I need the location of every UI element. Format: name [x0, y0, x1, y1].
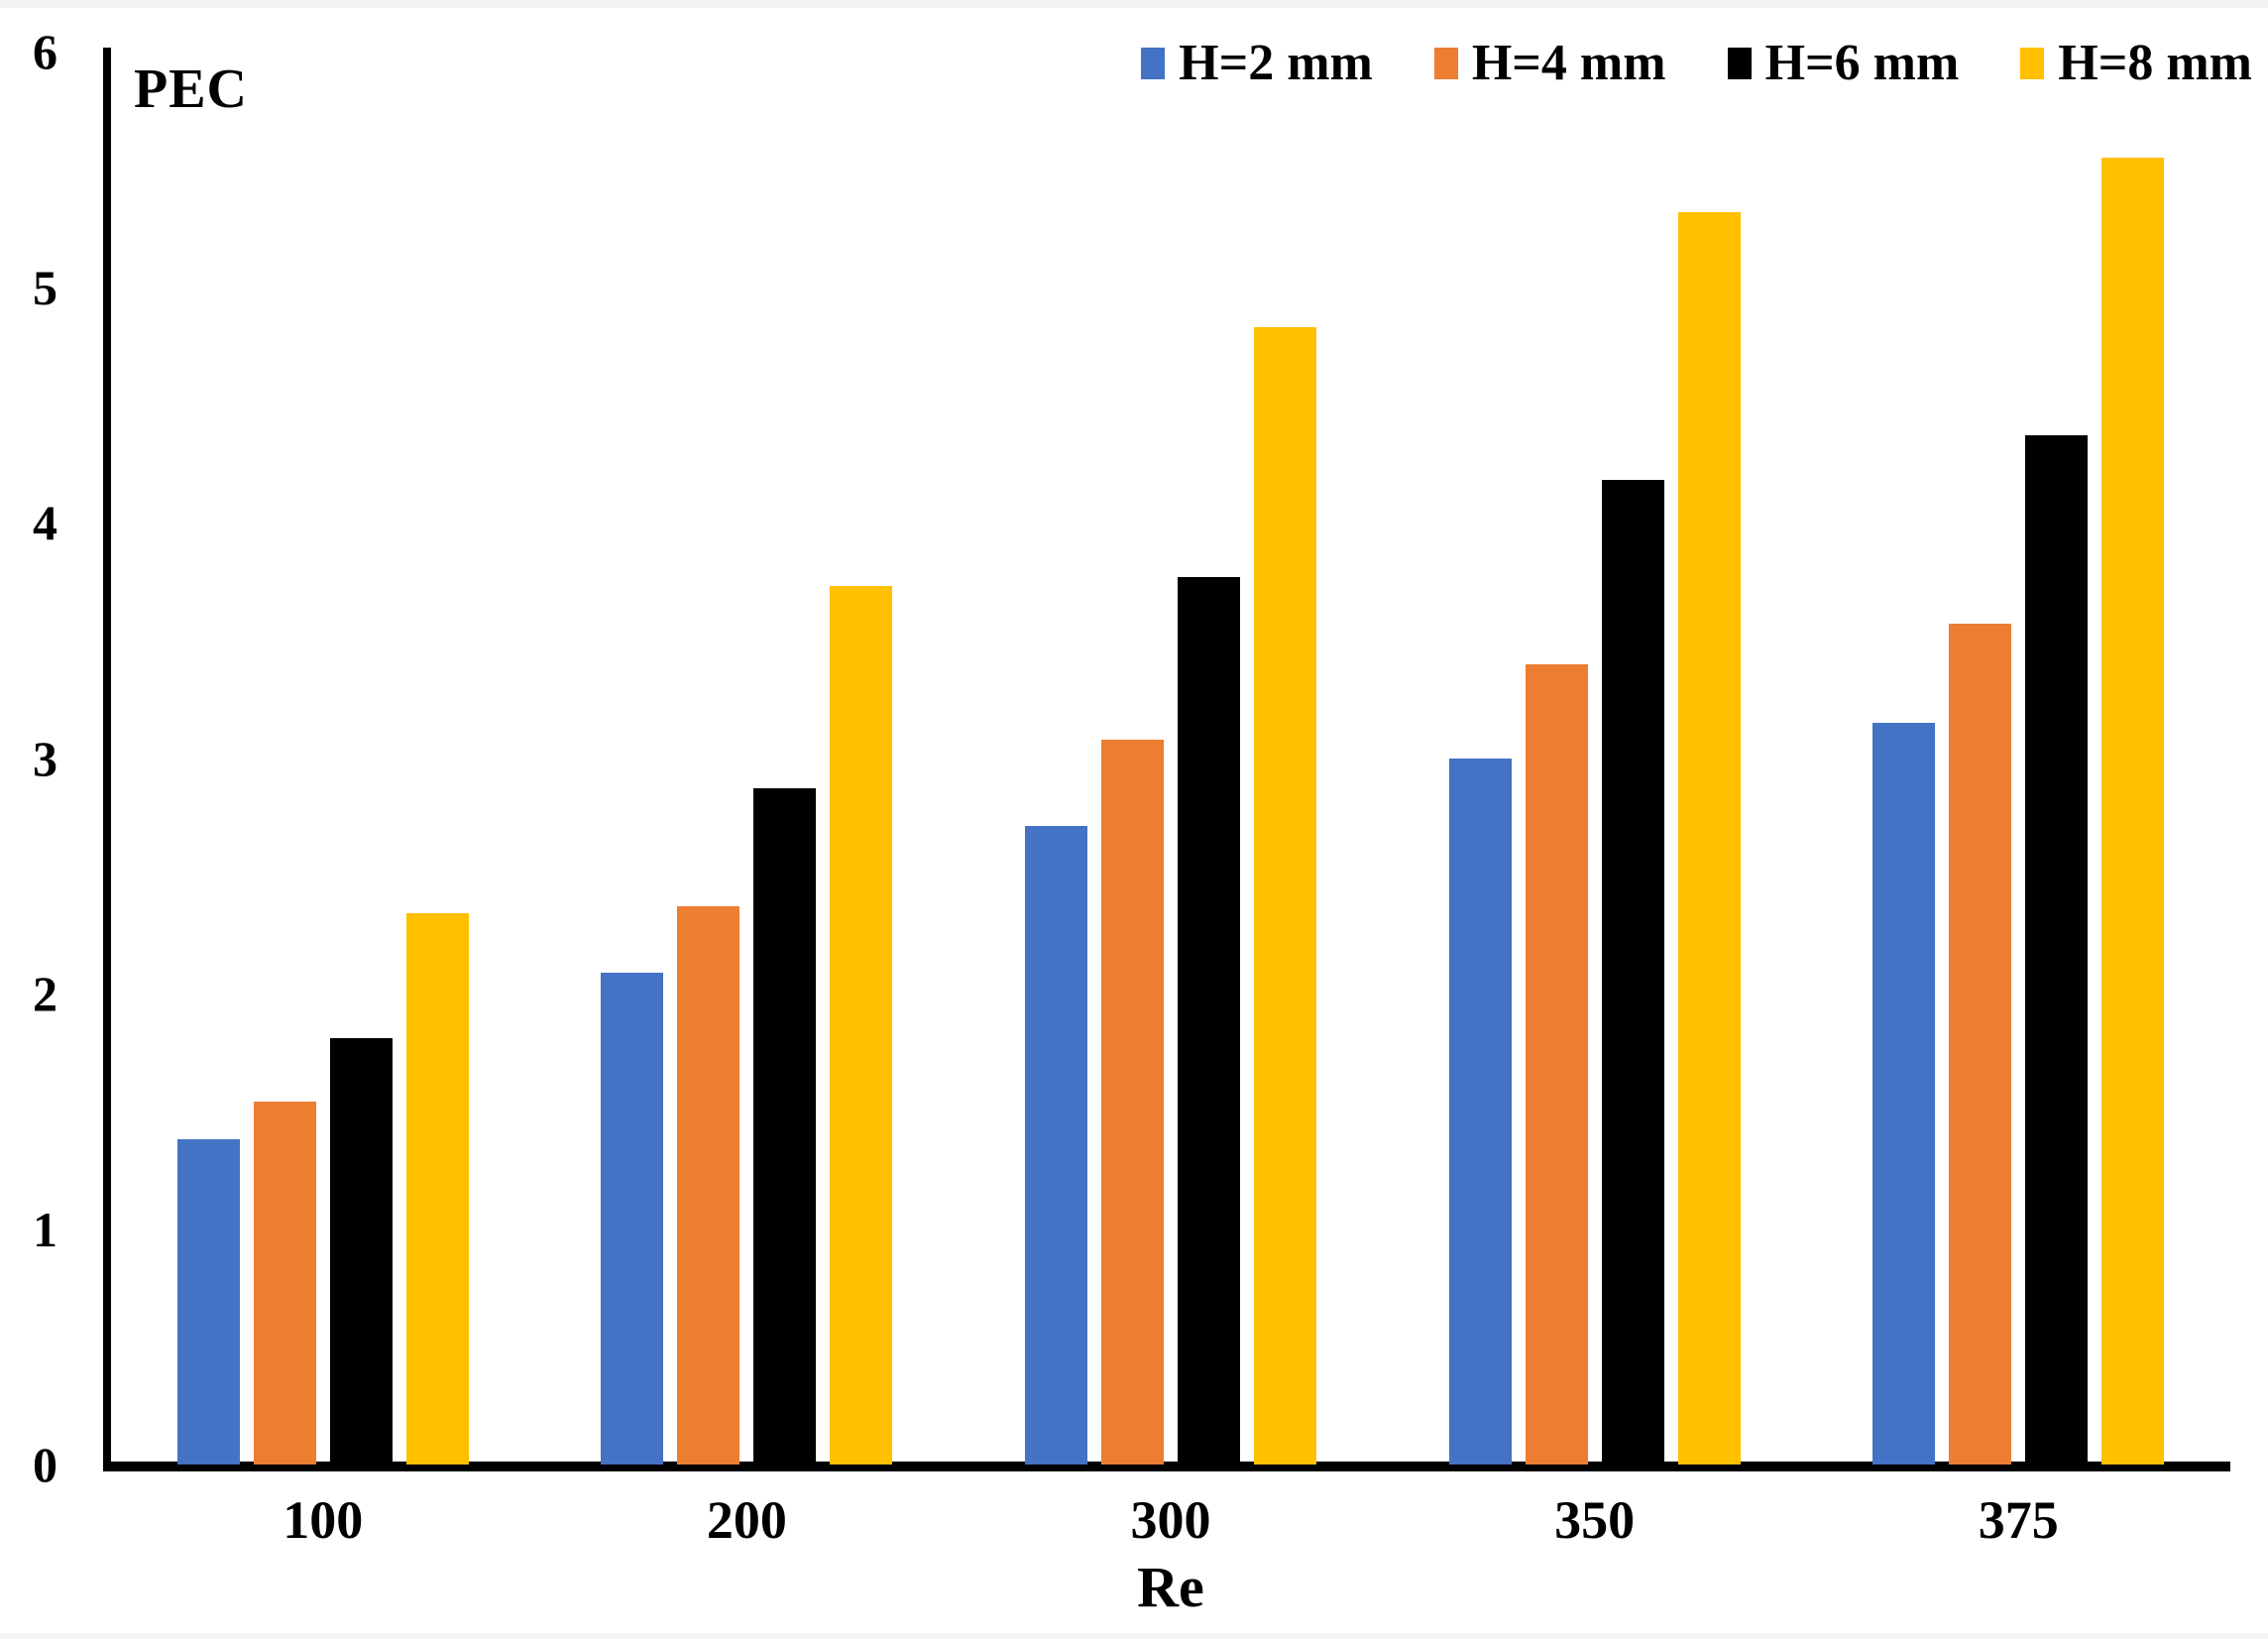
bar-H6mm-re350	[1601, 480, 1664, 1465]
legend-swatch-icon	[1433, 48, 1458, 79]
bar-H4mm-re300	[1101, 739, 1164, 1465]
legend: H=2 mm H=4 mm H=6 mm H=8 mm	[1141, 38, 2252, 89]
x-tick-label-100: 100	[283, 1490, 364, 1550]
legend-label: H=6 mm	[1764, 35, 1960, 91]
bar-H4mm-re100	[253, 1102, 316, 1465]
figure-bottom-edge	[0, 1633, 2268, 1639]
bar-H8mm-re300	[1254, 326, 1316, 1465]
x-tick-label-350: 350	[1554, 1490, 1636, 1550]
bar-H6mm-re200	[753, 788, 817, 1465]
legend-swatch-icon	[1141, 48, 1166, 79]
y-tick-label-1: 1	[33, 1201, 57, 1257]
bar-H4mm-re375	[1949, 624, 2012, 1465]
y-tick-label-2: 2	[33, 966, 57, 1021]
x-tick-label-375: 375	[1978, 1490, 2059, 1550]
bar-H2mm-re200	[601, 972, 664, 1465]
bar-H6mm-re100	[329, 1038, 393, 1465]
bar-H6mm-re300	[1178, 576, 1240, 1465]
x-axis-title: Re	[1137, 1555, 1204, 1619]
bar-H6mm-re375	[2025, 435, 2089, 1465]
legend-swatch-icon	[2020, 48, 2045, 79]
legend-label: H=4 mm	[1471, 35, 1666, 91]
bar-H8mm-re200	[830, 586, 893, 1465]
bar-H2mm-re100	[176, 1139, 240, 1465]
bar-H8mm-re100	[405, 913, 469, 1465]
figure-top-edge	[0, 0, 2268, 8]
legend-label: H=8 mm	[2058, 35, 2252, 91]
y-axis-line	[103, 48, 111, 1471]
legend-label: H=2 mm	[1179, 35, 1373, 91]
legend-item-H6mm: H=6 mm	[1727, 35, 1960, 91]
legend-item-H8mm: H=8 mm	[2020, 38, 2252, 89]
x-tick-label-200: 200	[706, 1490, 787, 1550]
x-axis-line	[103, 1462, 2230, 1471]
y-tick-label-5: 5	[33, 259, 57, 315]
bar-H2mm-re350	[1448, 758, 1512, 1465]
y-tick-label-3: 3	[33, 730, 57, 786]
legend-item-H4mm: H=4 mm	[1433, 35, 1666, 91]
bar-H2mm-re375	[1872, 722, 1936, 1465]
y-axis-title: PEC	[134, 59, 248, 120]
y-tick-label-0: 0	[33, 1437, 57, 1492]
x-tick-label-300: 300	[1130, 1490, 1211, 1550]
bar-H2mm-re300	[1025, 826, 1087, 1465]
bar-H8mm-re375	[2101, 157, 2165, 1465]
y-tick-label-6: 6	[33, 24, 57, 79]
legend-item-H2mm: H=2 mm	[1141, 38, 1373, 89]
legend-swatch-icon	[1727, 48, 1752, 79]
bar-H4mm-re200	[677, 906, 740, 1465]
bar-H8mm-re350	[1677, 211, 1741, 1465]
y-tick-label-4: 4	[33, 495, 57, 550]
bar-H4mm-re350	[1525, 663, 1588, 1465]
